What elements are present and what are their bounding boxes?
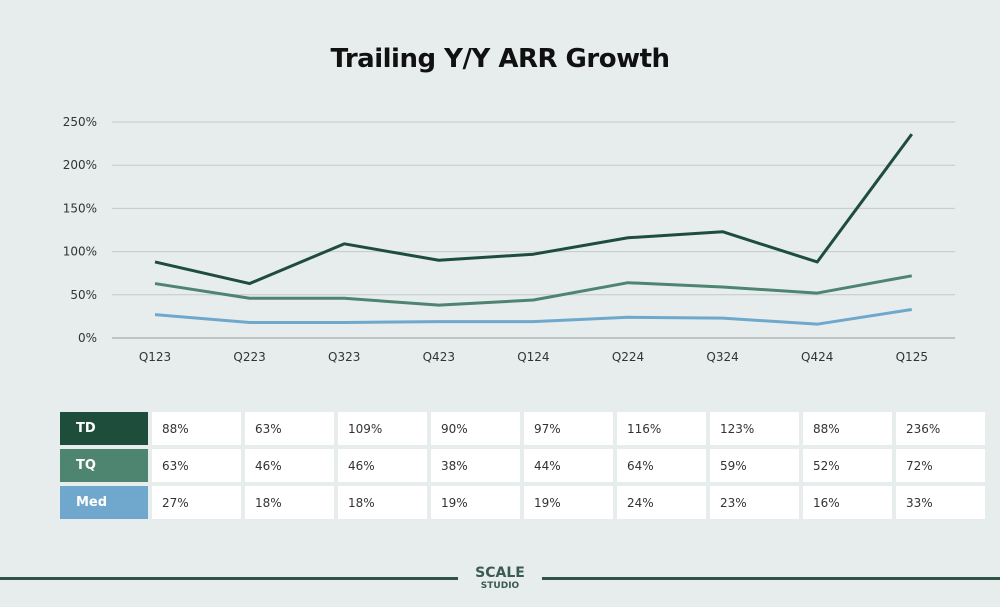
data-table: TD 88% 63% 109% 90% 97% 116% 123% 88% 236% TQ 63% 46… xyxy=(56,408,989,523)
series-label: TQ xyxy=(60,449,148,482)
footer-divider xyxy=(0,577,458,580)
table-cell: 18% xyxy=(338,486,427,519)
table-cell: 90% xyxy=(431,412,520,445)
table-cell: 38% xyxy=(431,449,520,482)
table-cell: 72% xyxy=(896,449,985,482)
table-cell: 63% xyxy=(152,449,241,482)
scale-studio-logo: SCALE STUDIO xyxy=(475,565,525,591)
series-label: TD xyxy=(60,412,148,445)
table-row: Med 27% 18% 18% 19% 19% 24% 23% 16% 33% xyxy=(60,486,985,519)
y-tick-label: 150% xyxy=(63,201,97,215)
table-row: TD 88% 63% 109% 90% 97% 116% 123% 88% 236% xyxy=(60,412,985,445)
table-cell: 16% xyxy=(803,486,892,519)
y-tick-label: 0% xyxy=(78,331,97,345)
y-tick-label: 100% xyxy=(63,245,97,259)
table-cell: 64% xyxy=(617,449,706,482)
y-tick-label: 250% xyxy=(63,115,97,129)
series-line-tq xyxy=(154,274,913,307)
x-tick-label: Q223 xyxy=(233,350,265,364)
table-cell: 88% xyxy=(803,412,892,445)
table-cell: 123% xyxy=(710,412,799,445)
table-cell: 97% xyxy=(524,412,613,445)
table-cell: 46% xyxy=(338,449,427,482)
x-tick-label: Q125 xyxy=(896,350,928,364)
x-tick-label: Q424 xyxy=(801,350,833,364)
x-tick-label: Q123 xyxy=(139,350,171,364)
table-cell: 88% xyxy=(152,412,241,445)
series-label: Med xyxy=(60,486,148,519)
table-cell: 236% xyxy=(896,412,985,445)
table-cell: 46% xyxy=(245,449,334,482)
y-tick-label: 200% xyxy=(63,158,97,172)
table-cell: 116% xyxy=(617,412,706,445)
series-line-td xyxy=(154,133,914,286)
table-cell: 19% xyxy=(524,486,613,519)
x-tick-label: Q124 xyxy=(517,350,549,364)
series-line-med xyxy=(154,308,913,326)
table-cell: 63% xyxy=(245,412,334,445)
footer-divider xyxy=(542,577,1000,580)
y-tick-label: 50% xyxy=(70,288,97,302)
x-tick-label: Q423 xyxy=(423,350,455,364)
x-tick-label: Q323 xyxy=(328,350,360,364)
table-cell: 52% xyxy=(803,449,892,482)
table-cell: 23% xyxy=(710,486,799,519)
table-cell: 18% xyxy=(245,486,334,519)
table-cell: 44% xyxy=(524,449,613,482)
line-chart: 0% 50% 100% 150% 200% 250% Q123 Q223 Q323 Q423 Q12… xyxy=(63,115,955,364)
table-cell: 27% xyxy=(152,486,241,519)
table-cell: 109% xyxy=(338,412,427,445)
x-tick-label: Q224 xyxy=(612,350,644,364)
table-row: TQ 63% 46% 46% 38% 44% 64% 59% 52% 72% xyxy=(60,449,985,482)
chart-title: Trailing Y/Y ARR Growth xyxy=(330,44,670,74)
table-cell: 19% xyxy=(431,486,520,519)
table-cell: 33% xyxy=(896,486,985,519)
table-cell: 24% xyxy=(617,486,706,519)
table-cell: 59% xyxy=(710,449,799,482)
x-tick-label: Q324 xyxy=(706,350,738,364)
